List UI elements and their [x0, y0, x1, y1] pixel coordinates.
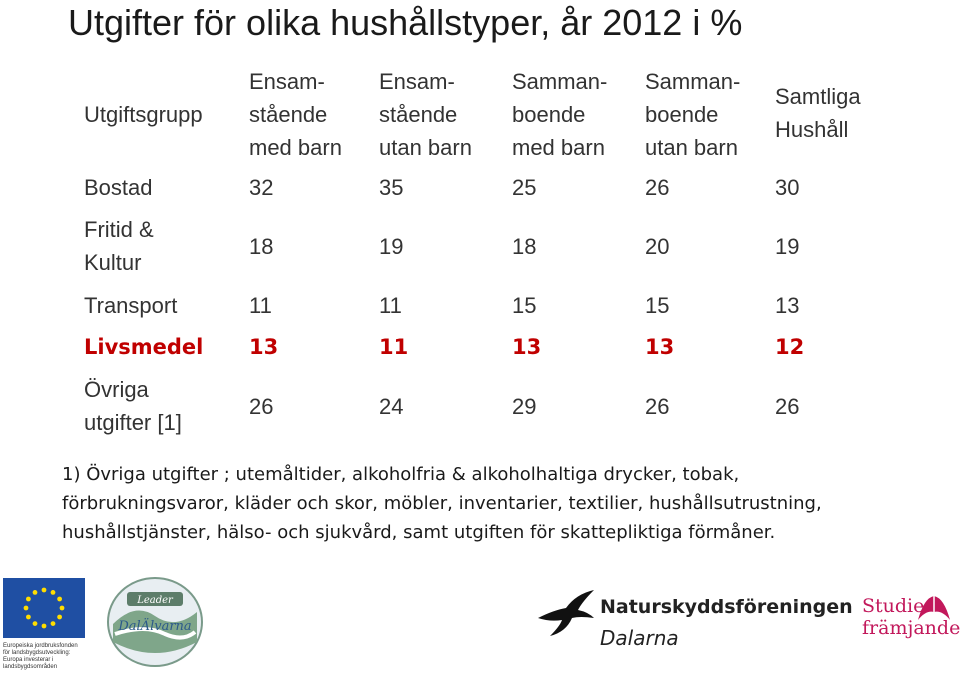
table-cell: 13: [775, 292, 800, 318]
eu-logo: Europeiska jordbruksfonden för landsbygd…: [3, 578, 87, 670]
footnote-line: 1) Övriga utgifter ; utemåltider, alkoho…: [62, 464, 740, 485]
leader-top-text: Leader: [136, 595, 174, 606]
natur-sub: Dalarna: [600, 626, 679, 650]
table-cell: 15: [645, 292, 670, 318]
eu-flag-icon: [3, 578, 85, 638]
row-label: Övriga utgifter [1]: [84, 377, 182, 435]
footnote-line: förbrukningsvaror, kläder och skor, möbl…: [62, 493, 822, 514]
swift-bird-icon: [538, 590, 594, 636]
row-label: Transport: [84, 292, 178, 318]
expenses-table: Utgiftsgrupp Ensam- stående med barn Ens…: [78, 62, 885, 444]
footnote: 1) Övriga utgifter ; utemåltider, alkoho…: [62, 460, 942, 547]
table-cell: 35: [379, 174, 404, 200]
table-cell: 11: [379, 292, 402, 318]
eu-label: Europeiska jordbruksfonden för landsbygd…: [3, 643, 78, 670]
table-cell: 13: [512, 334, 542, 359]
studiefrajandet-icon: [918, 596, 950, 620]
leader-name-text: DalÄlvarna: [117, 617, 191, 634]
table-row-ovriga: Övriga utgifter [1] 26 24 29 26 26: [78, 368, 885, 444]
header-col-4: Samman- boende utan barn: [645, 68, 741, 160]
table-cell: 11: [249, 292, 272, 318]
table-row-fritid: Fritid & Kultur 18 19 18 20 19: [78, 208, 885, 284]
page-title: Utgifter för olika hushållstyper, år 201…: [68, 2, 743, 43]
studie-line1: Studie: [862, 595, 925, 617]
studiefrajandet-logo: Studie främjandet: [858, 592, 960, 662]
leader-dalalvarna-logo: Leader DalÄlvarna: [107, 577, 203, 667]
naturskyddsforeningen-logo: Naturskyddsföreningen Dalarna: [536, 584, 853, 654]
header-col-5: Samtliga Hushåll: [775, 84, 861, 142]
row-label: Bostad: [84, 174, 153, 200]
row-label: Fritid & Kultur: [84, 217, 154, 275]
logo-strip: Europeiska jordbruksfonden för landsbygd…: [0, 570, 960, 670]
table-cell: 25: [512, 174, 537, 200]
table-cell: 26: [249, 393, 274, 419]
table-cell: 19: [775, 233, 800, 259]
table-cell: 19: [379, 233, 404, 259]
table-cell: 13: [645, 334, 675, 359]
table-cell: 26: [775, 393, 800, 419]
header-group: Utgiftsgrupp: [84, 101, 203, 127]
table-cell: 18: [249, 233, 274, 259]
footnote-line: hushållstjänster, hälso- och sjukvård, s…: [62, 522, 776, 543]
leader-logo: Leader DalÄlvarna: [105, 572, 205, 670]
table-cell: 32: [249, 174, 274, 200]
row-label: Livsmedel: [84, 334, 204, 359]
table-cell: 26: [645, 393, 670, 419]
table-cell: 29: [512, 393, 537, 419]
table-cell: 13: [249, 334, 279, 359]
table-cell: 15: [512, 292, 537, 318]
header-col-1: Ensam- stående med barn: [249, 68, 342, 160]
table-cell: 18: [512, 233, 537, 259]
table-cell: 24: [379, 393, 404, 419]
table-header-row: Utgiftsgrupp Ensam- stående med barn Ens…: [78, 62, 885, 166]
studie-line2: främjandet: [862, 617, 960, 639]
table-cell: 11: [379, 334, 409, 359]
table-cell: 20: [645, 233, 670, 259]
table-row-transport: Transport 11 11 15 15 13: [78, 284, 885, 326]
table-cell: 26: [645, 174, 670, 200]
table-row-bostad: Bostad 32 35 25 26 30: [78, 166, 885, 208]
header-col-3: Samman- boende med barn: [512, 68, 608, 160]
table-cell: 30: [775, 174, 800, 200]
table-cell: 12: [775, 334, 805, 359]
natur-name: Naturskyddsföreningen: [600, 596, 853, 618]
header-col-2: Ensam- stående utan barn: [379, 68, 472, 160]
table-row-livsmedel: Livsmedel 13 11 13 13 12: [78, 326, 885, 368]
